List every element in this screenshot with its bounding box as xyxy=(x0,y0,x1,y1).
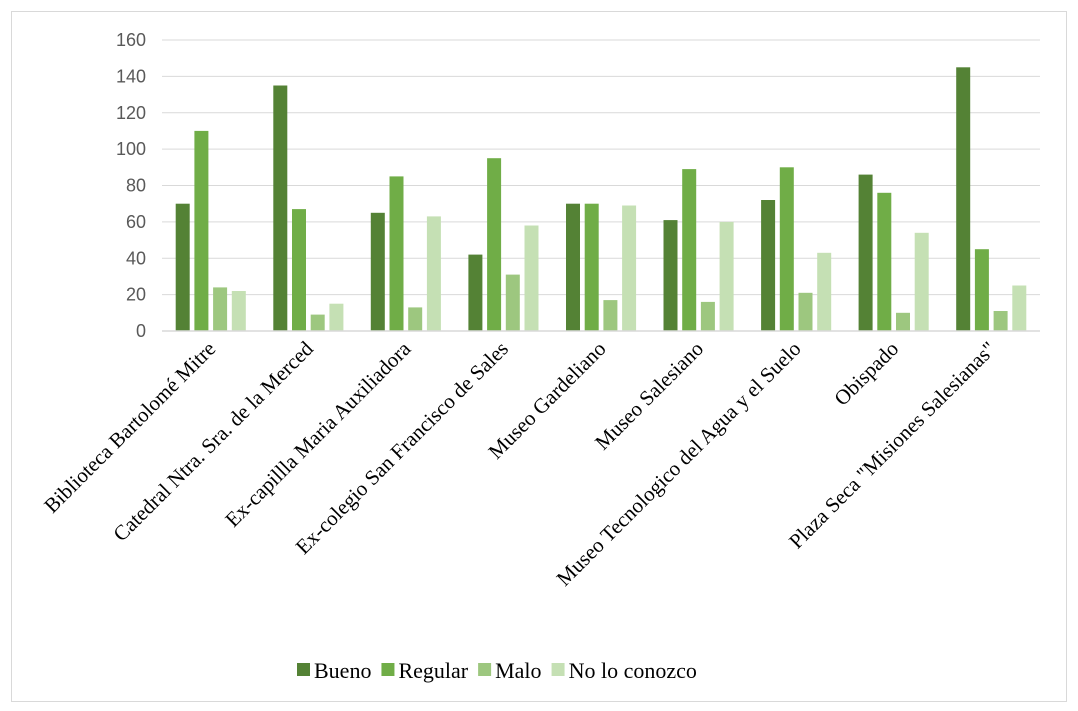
y-tick-label: 140 xyxy=(116,66,146,86)
bar-bueno xyxy=(566,203,580,331)
y-tick-label: 160 xyxy=(116,30,146,50)
legend-swatch xyxy=(381,663,395,676)
bar-malo xyxy=(505,274,520,331)
x-category-label: Biblioteca Bartolomé Mitre xyxy=(39,337,220,518)
bar-regular xyxy=(292,209,306,331)
chart-frame xyxy=(11,11,1067,702)
y-tick-label: 100 xyxy=(116,139,146,159)
legend-label: Bueno xyxy=(314,658,371,683)
bar-bueno xyxy=(273,85,288,331)
bar-no-lo-conozco xyxy=(1012,285,1027,331)
bar-regular xyxy=(389,176,404,331)
bar-malo xyxy=(700,301,715,331)
bar-bueno xyxy=(663,220,678,331)
bar-regular xyxy=(779,167,794,331)
legend: Bueno Regular Malo No lo conozco xyxy=(297,658,697,683)
gridlines xyxy=(162,39,1040,296)
bar-no-lo-conozco xyxy=(426,216,441,331)
x-category-label: Ex-colegio San Francisco de Sales xyxy=(291,337,513,559)
legend-label: Regular xyxy=(398,658,468,683)
bar-bueno xyxy=(956,67,971,332)
bar-regular xyxy=(974,249,989,331)
bar-bueno xyxy=(761,200,776,331)
bar-malo xyxy=(310,314,325,331)
bar-no-lo-conozco xyxy=(622,205,637,331)
bar-no-lo-conozco xyxy=(914,232,929,331)
bar-malo xyxy=(213,287,228,331)
bar-malo xyxy=(798,292,813,331)
y-axis-ticks: 0 20 40 60 80 100 120 140 160 xyxy=(116,30,146,341)
legend-swatch xyxy=(478,663,492,676)
y-tick-label: 120 xyxy=(116,103,146,123)
y-tick-label: 20 xyxy=(126,285,146,305)
bar-no-lo-conozco xyxy=(817,252,832,331)
bar-malo xyxy=(896,312,910,331)
bar-bueno xyxy=(858,174,873,331)
bar-regular xyxy=(584,203,599,331)
bar-bueno xyxy=(370,212,385,331)
x-category-label: Plaza Seca "Misiones Salesianas" xyxy=(784,337,1001,554)
legend-swatch xyxy=(551,663,565,676)
y-tick-label: 40 xyxy=(126,248,146,268)
bar-regular xyxy=(682,169,697,331)
y-tick-label: 0 xyxy=(136,321,146,341)
legend-label: No lo conozco xyxy=(569,658,697,683)
bar-bueno xyxy=(468,254,483,331)
x-category-label: Catedral Ntra. Sra. de la Merced xyxy=(108,336,318,546)
legend-swatch xyxy=(297,663,310,676)
x-category-label: Obispado xyxy=(829,337,903,411)
bar-malo xyxy=(408,307,423,331)
bar-regular xyxy=(194,130,209,331)
bar-no-lo-conozco xyxy=(719,221,734,331)
bar-no-lo-conozco xyxy=(329,303,344,331)
legend-label: Malo xyxy=(495,658,541,683)
bar-no-lo-conozco xyxy=(231,291,246,331)
x-category-label: Ex-capillla Maria Auxiliadora xyxy=(220,336,416,532)
bar-bueno xyxy=(175,203,190,331)
bars xyxy=(175,67,1027,332)
bar-regular xyxy=(877,192,892,331)
y-tick-label: 60 xyxy=(126,212,146,232)
bar-malo xyxy=(993,311,1008,331)
y-tick-label: 80 xyxy=(126,176,146,196)
bar-regular xyxy=(487,158,502,331)
bar-no-lo-conozco xyxy=(524,225,539,331)
bar-malo xyxy=(603,300,618,331)
